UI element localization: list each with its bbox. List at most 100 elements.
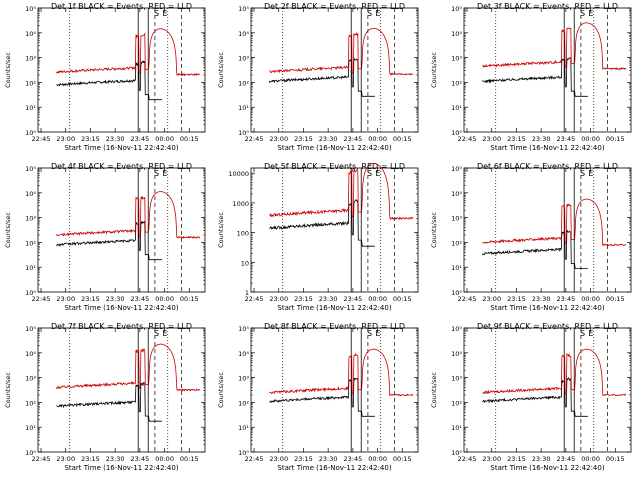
x-tick-label: 23:00: [269, 455, 288, 463]
y-tick-label: 10³: [25, 215, 36, 223]
plot-frame: [250, 167, 419, 293]
x-tick-label: 00:00: [155, 135, 174, 143]
plot-frame: [463, 7, 632, 133]
x-tick-label: 00:00: [155, 295, 174, 303]
x-tick-label: 00:15: [393, 295, 412, 303]
y-axis-label: Counts/sec: [4, 372, 12, 408]
y-tick-label: 10⁵: [25, 5, 36, 13]
y-tick-label: 10²: [25, 79, 36, 87]
series-lld: [56, 343, 201, 392]
x-tick-label: 23:00: [56, 455, 75, 463]
series-events: [482, 229, 588, 270]
x-tick-label: 00:15: [393, 455, 412, 463]
x-tick-label: 22:45: [458, 455, 477, 463]
flag-label-s: S: [580, 169, 585, 178]
x-axis-label: Start Time (16-Nov-11 22:42:40): [277, 464, 391, 472]
y-tick-label: 10⁰: [451, 289, 462, 297]
x-tick-label: 23:00: [482, 455, 501, 463]
x-tick-label: 22:45: [458, 135, 477, 143]
panel-title: Det 2f BLACK = Events, RED = LLD: [264, 2, 405, 11]
x-axis-label: Start Time (16-Nov-11 22:42:40): [490, 144, 604, 152]
y-tick-label: 10³: [25, 55, 36, 63]
flag-label-s: S: [154, 169, 159, 178]
panel-title: Det 3f BLACK = Events, RED = LLD: [477, 2, 618, 11]
x-axis-label: Start Time (16-Nov-11 22:42:40): [277, 304, 391, 312]
y-axis-label: Counts/sec: [430, 372, 438, 408]
panel-det-2: Det 2f BLACK = Events, RED = LLD 10⁰ 10¹ 10…: [217, 2, 419, 152]
x-tick-label: 23:30: [106, 135, 125, 143]
y-tick-label: 10⁰: [451, 129, 462, 137]
y-tick-label: 100: [237, 230, 249, 238]
flag-label-e: E: [375, 9, 380, 18]
x-tick-label: 22:45: [245, 135, 264, 143]
plot-frame: [463, 327, 632, 453]
y-tick-label: 10¹: [451, 264, 462, 272]
x-tick-label: 23:15: [294, 295, 313, 303]
y-tick-label: 10⁴: [25, 30, 36, 38]
x-tick-label: 00:15: [606, 295, 625, 303]
x-tick-label: 00:00: [581, 295, 600, 303]
series-lld: [482, 22, 627, 71]
x-tick-label: 23:15: [81, 295, 100, 303]
y-tick-label: 10³: [25, 375, 36, 383]
panel-title: Det 6f BLACK = Events, RED = LLD: [477, 162, 618, 171]
x-tick-label: 23:00: [56, 135, 75, 143]
y-tick-label: 10⁵: [238, 5, 249, 13]
flag-label-s: S: [367, 9, 372, 18]
x-tick-label: 00:15: [180, 295, 199, 303]
x-tick-label: 23:45: [557, 455, 576, 463]
flag-label-s: S: [154, 9, 159, 18]
x-tick-label: 23:15: [81, 455, 100, 463]
y-axis-label: Counts/sec: [217, 52, 225, 88]
flag-label-e: E: [375, 169, 380, 178]
x-tick-label: 23:45: [131, 455, 150, 463]
panel-det-1: Det 1f BLACK = Events, RED = LLD 10⁰ 10¹ 10…: [4, 2, 206, 152]
y-tick-label: 10⁰: [451, 449, 462, 457]
series-events: [269, 377, 375, 417]
y-tick-label: 10¹: [451, 424, 462, 432]
panel-det-5: Det 5f BLACK = Events, RED = LLD 1 10 100 10…: [217, 162, 419, 312]
y-tick-label: 10²: [451, 239, 462, 247]
y-axis-label: Counts/sec: [217, 212, 225, 248]
x-tick-label: 23:45: [344, 455, 363, 463]
y-tick-label: 10³: [238, 375, 249, 383]
series-lld: [482, 348, 626, 397]
flag-label-e: E: [375, 329, 380, 338]
y-tick-label: 10⁴: [25, 190, 36, 198]
y-tick-label: 10¹: [451, 104, 462, 112]
x-tick-label: 23:00: [269, 295, 288, 303]
y-tick-label: 10⁴: [451, 30, 462, 38]
x-tick-label: 00:00: [155, 455, 174, 463]
x-tick-label: 23:45: [131, 135, 150, 143]
y-tick-label: 10³: [451, 55, 462, 63]
y-axis-label: Counts/sec: [4, 212, 12, 248]
y-tick-label: 10⁵: [25, 325, 36, 333]
panel-title: Det 5f BLACK = Events, RED = LLD: [264, 162, 405, 171]
flag-label-e: E: [162, 169, 167, 178]
x-tick-label: 23:15: [294, 455, 313, 463]
x-tick-label: 22:45: [245, 455, 264, 463]
x-tick-label: 23:45: [344, 295, 363, 303]
y-tick-label: 10³: [238, 55, 249, 63]
x-tick-label: 23:45: [557, 295, 576, 303]
x-tick-label: 23:15: [81, 135, 100, 143]
y-tick-label: 10000: [228, 170, 249, 178]
x-axis-label: Start Time (16-Nov-11 22:42:40): [490, 304, 604, 312]
y-tick-label: 10²: [25, 239, 36, 247]
x-tick-label: 00:15: [606, 455, 625, 463]
y-axis-label: Counts/sec: [217, 372, 225, 408]
x-tick-label: 22:45: [32, 455, 51, 463]
y-tick-label: 10¹: [238, 424, 249, 432]
flag-label-s: S: [367, 169, 372, 178]
x-tick-label: 23:00: [482, 135, 501, 143]
x-tick-label: 23:30: [532, 295, 551, 303]
flag-label-s: S: [154, 329, 159, 338]
y-tick-label: 10⁴: [25, 350, 36, 358]
x-tick-label: 00:15: [606, 135, 625, 143]
y-tick-label: 10: [241, 259, 249, 267]
series-lld: [269, 27, 414, 76]
plot-frame: [250, 7, 419, 133]
series-events: [269, 57, 375, 97]
panel-det-8: Det 8f BLACK = Events, RED = LLD 10⁰ 10¹ 10…: [217, 322, 419, 472]
x-tick-label: 00:00: [581, 135, 600, 143]
